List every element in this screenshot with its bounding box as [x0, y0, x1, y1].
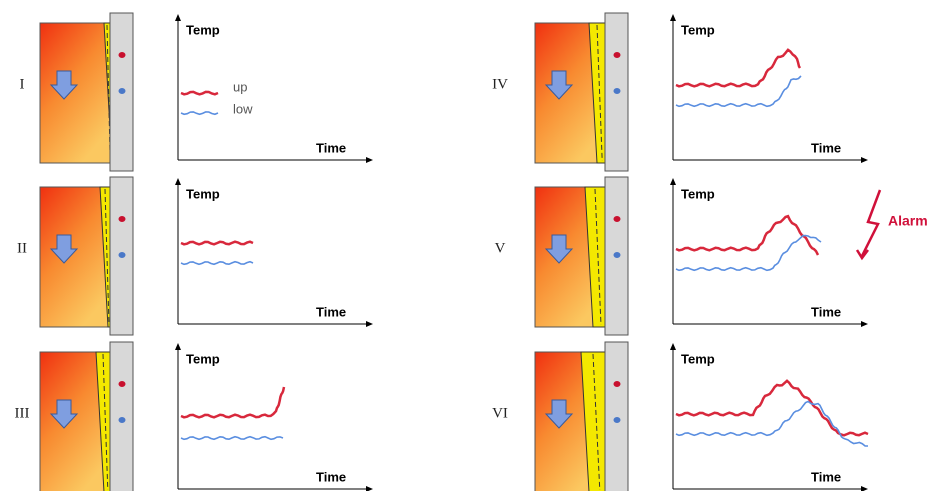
panel-label: I: [20, 76, 25, 92]
lower-sensor: [613, 88, 621, 94]
lower-sensor: [613, 417, 621, 423]
slag-layer: [580, 351, 606, 491]
erosion-front: [596, 24, 603, 162]
y-axis-label: Temp: [186, 351, 220, 366]
lower-sensor: [613, 252, 621, 258]
upper-sensor: [613, 381, 621, 387]
panel-label: II: [17, 240, 27, 256]
flow-arrow: [49, 399, 79, 429]
flow-arrow: [544, 399, 574, 429]
x-axis-label: Time: [811, 469, 841, 484]
flow-arrow: [49, 70, 79, 100]
hot-zone: [39, 22, 111, 164]
erosion-front: [592, 353, 601, 491]
y-axis-label: Temp: [186, 22, 220, 37]
x-axis-label: Time: [811, 304, 841, 319]
x-axis-label: Time: [316, 469, 346, 484]
upper-temp-curve: [675, 214, 820, 256]
erosion-front: [594, 188, 602, 326]
panel-label: VI: [492, 405, 508, 421]
x-axis-label: Time: [316, 140, 346, 155]
alarm-bolt: [860, 189, 882, 257]
erosion-front: [102, 353, 109, 491]
upper-temp-curve: [180, 90, 219, 96]
flow-arrow: [544, 70, 574, 100]
y-axis-label: Temp: [681, 186, 715, 201]
lower-temp-curve: [180, 111, 219, 116]
slag-layer: [95, 351, 111, 491]
lower-sensor: [118, 88, 126, 94]
lower-temp-curve: [180, 260, 254, 266]
upper-sensor: [118, 216, 126, 222]
upper-sensor: [613, 216, 621, 222]
lower-sensor: [118, 252, 126, 258]
lower-temp-curve: [675, 75, 802, 108]
x-axis-label: Time: [316, 304, 346, 319]
upper-temp-curve: [675, 379, 869, 437]
erosion-front: [104, 188, 110, 326]
lower-sensor: [118, 417, 126, 423]
panel-label: III: [15, 405, 30, 421]
wall: [604, 341, 629, 491]
panel-label: IV: [492, 76, 508, 92]
upper-temp-curve: [180, 386, 286, 419]
y-axis-label: Temp: [681, 22, 715, 37]
upper-temp-curve: [180, 240, 254, 246]
upper-sensor: [118, 52, 126, 58]
legend-low: low: [233, 101, 253, 116]
y-axis-label: Temp: [681, 351, 715, 366]
upper-sensor: [118, 381, 126, 387]
legend-up: up: [233, 79, 247, 94]
flow-arrow: [544, 234, 574, 264]
lower-temp-curve: [675, 400, 868, 447]
x-axis-label: Time: [811, 140, 841, 155]
flow-arrow: [49, 234, 79, 264]
lower-temp-curve: [675, 234, 822, 272]
hot-zone: [39, 186, 111, 328]
alarm-label: Alarm: [888, 213, 928, 229]
y-axis-label: Temp: [186, 186, 220, 201]
upper-temp-curve: [675, 48, 802, 88]
panel-label: V: [495, 240, 506, 256]
lower-temp-curve: [180, 435, 284, 441]
alarm-arrowhead: [855, 249, 869, 261]
wall: [109, 341, 134, 491]
upper-sensor: [613, 52, 621, 58]
